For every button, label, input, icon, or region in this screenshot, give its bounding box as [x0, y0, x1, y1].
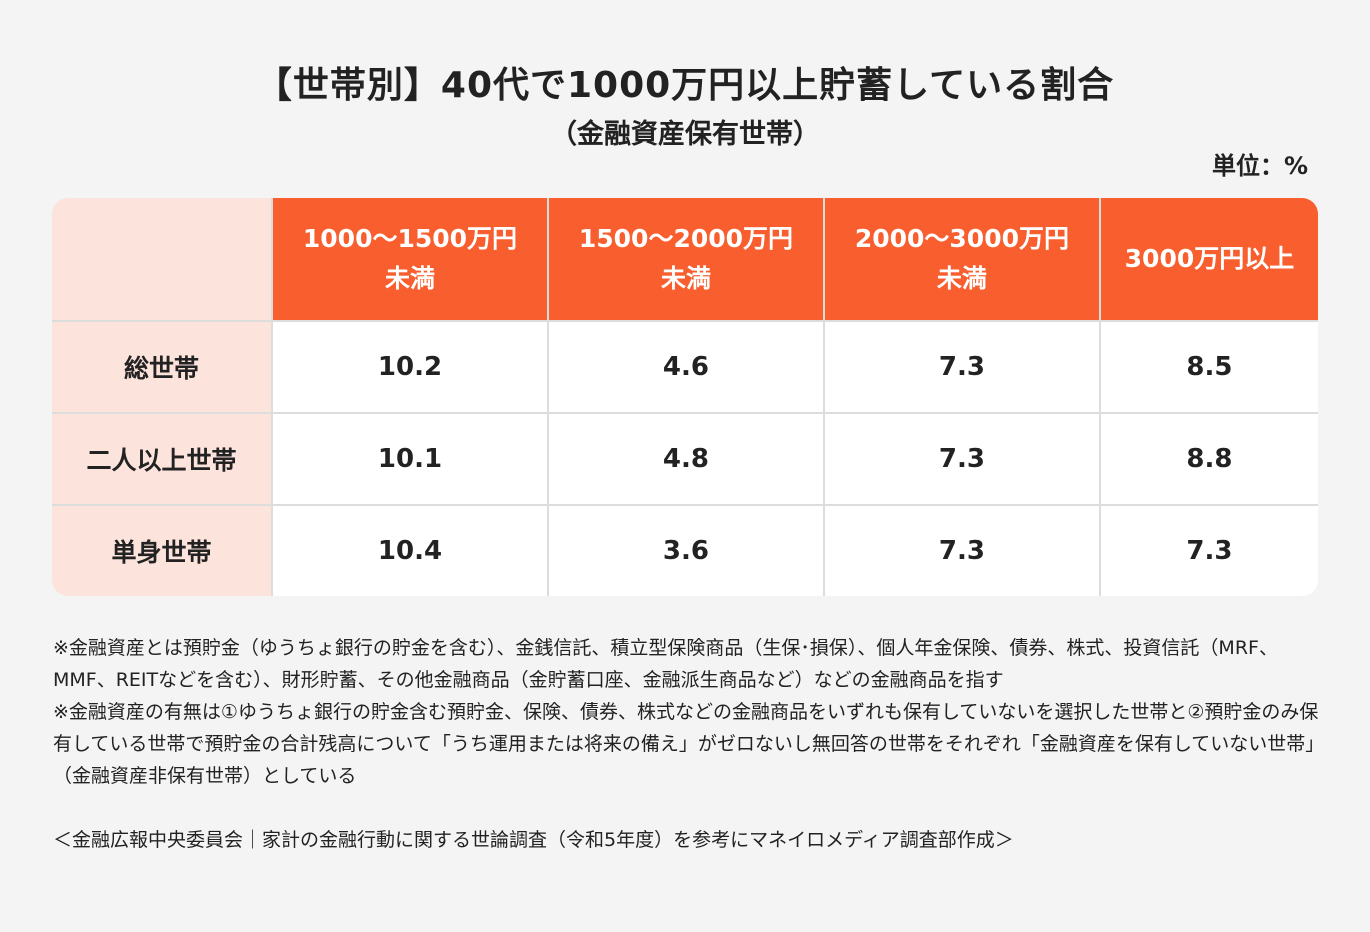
unit-label: 単位：% [1211, 152, 1308, 180]
column-header-line2: 未満 [936, 264, 987, 293]
table-cell: 4.6 [548, 322, 825, 414]
table-cell: 10.1 [273, 414, 549, 506]
corner-cell [52, 198, 273, 322]
column-header: 3000万円以上 [1100, 198, 1318, 322]
page-title: 【世帯別】40代で1000万円以上貯蓄している割合 [255, 65, 1115, 106]
table-cell: 7.3 [825, 506, 1101, 596]
table-cell: 8.5 [1100, 322, 1318, 414]
row-header: 総世帯 [52, 322, 273, 414]
data-table: 1000〜1500万円 未満 1500〜2000万円 未満 2000〜3000万円未… [52, 198, 1318, 596]
table-cell: 3.6 [549, 506, 825, 596]
column-header-line1: 1000〜1500万円 [302, 224, 518, 253]
column-header: 1000〜1500万円 未満 [273, 198, 549, 322]
footnote: ※金融資産の有無は①ゆうちょ銀行の貯金含む預貯金、保険、債券、株式などの金融商品… [53, 701, 1319, 787]
column-header-line2: 未満 [384, 264, 435, 293]
table-cell: 7.3 [824, 414, 1101, 506]
table-row: 単身世帯 10.4 3.6 7.3 7.3 [52, 506, 1318, 596]
row-header: 単身世帯 [52, 506, 273, 596]
row-header: 二人以上世帯 [52, 414, 273, 506]
column-header-line1: 2000〜3000万円 [854, 224, 1069, 253]
table-header-row: 1000〜1500万円 未満 1500〜2000万円 未満 2000〜3000万円未… [52, 198, 1318, 322]
footnotes: ※金融資産とは預貯金（ゆうちょ銀行の貯金を含む）、金銭信託、積立型保険商品（生保… [53, 632, 1323, 856]
table-cell: 7.3 [1186, 536, 1233, 566]
column-header: 2000〜3000万円 未満 [824, 198, 1101, 322]
column-header-line2: 未満 [660, 264, 711, 293]
table-cell: 8.8 [1100, 414, 1318, 506]
table-cell: 4.8 [548, 414, 825, 506]
table-cell: 10.2 [273, 322, 549, 414]
page-subtitle: （金融資産保有世帯） [550, 119, 820, 150]
column-header-line1: 3000万円以上 [1124, 244, 1295, 273]
footnote: ※金融資産とは預貯金（ゆうちょ銀行の貯金を含む）、金銭信託、積立型保険商品（生保… [53, 637, 1278, 691]
column-header-line1: 1500〜2000万円 [578, 224, 794, 253]
column-header: 1500〜2000万円 未満 [548, 198, 825, 322]
table-row: 総世帯 10.2 4.6 7.3 8.5 [52, 322, 1318, 414]
table-row: 二人以上世帯 10.1 4.8 7.3 8.8 [52, 414, 1318, 506]
source-note: ＜金融広報中央委員会｜家計の金融行動に関する世論調査（令和5年度）を参考にマネイ… [53, 829, 1014, 851]
table-cell: 7.3 [824, 322, 1101, 414]
table-cell: 10.4 [273, 506, 549, 596]
